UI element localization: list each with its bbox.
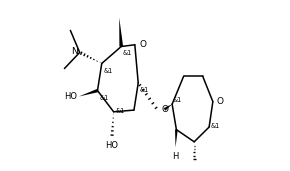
Polygon shape bbox=[175, 130, 178, 147]
Text: &1: &1 bbox=[104, 68, 113, 74]
Text: HO: HO bbox=[64, 92, 77, 101]
Text: &1: &1 bbox=[173, 97, 182, 103]
Text: &1: &1 bbox=[123, 50, 132, 56]
Polygon shape bbox=[164, 104, 172, 111]
Polygon shape bbox=[119, 18, 123, 47]
Text: O: O bbox=[162, 105, 168, 114]
Text: &1: &1 bbox=[116, 108, 125, 114]
Text: HO: HO bbox=[106, 141, 118, 150]
Text: &1: &1 bbox=[210, 123, 219, 129]
Text: N: N bbox=[71, 47, 78, 56]
Text: O: O bbox=[217, 97, 224, 106]
Polygon shape bbox=[79, 89, 98, 96]
Text: &1: &1 bbox=[99, 95, 108, 101]
Text: O: O bbox=[139, 40, 146, 49]
Text: &1: &1 bbox=[140, 87, 149, 93]
Text: H: H bbox=[172, 152, 179, 161]
